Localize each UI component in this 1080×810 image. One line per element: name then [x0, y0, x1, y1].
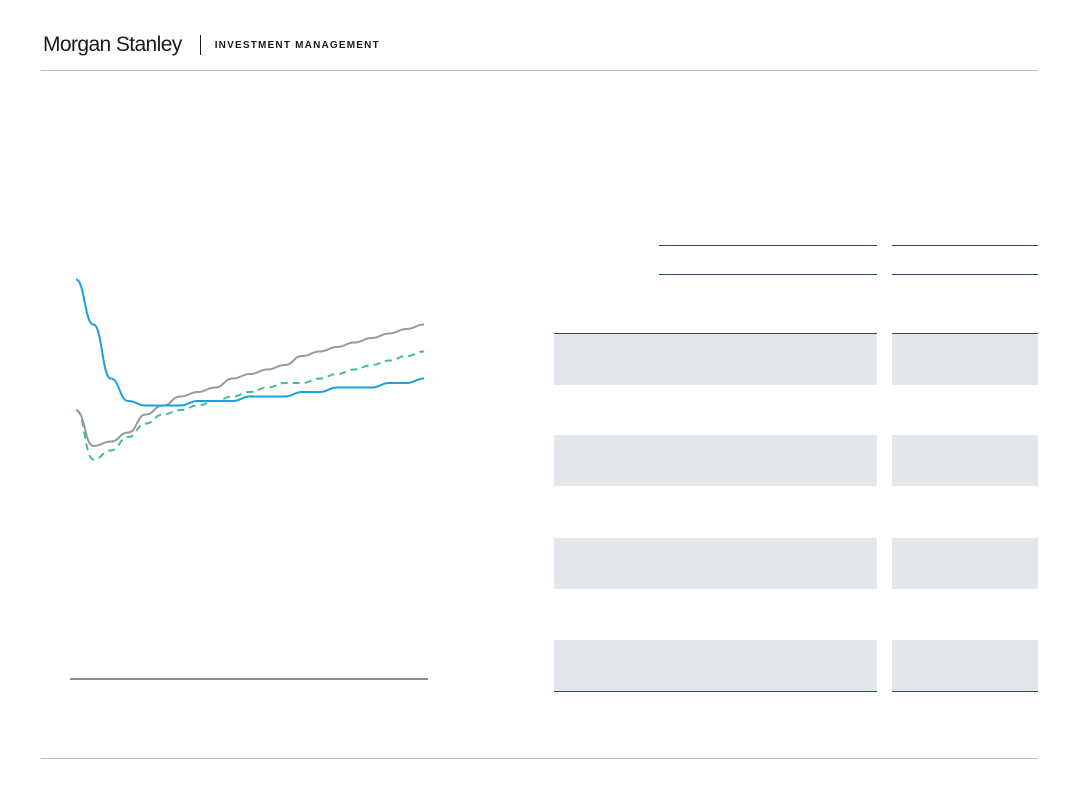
footer-rule: [41, 758, 1038, 759]
series-line-1: [75, 278, 425, 407]
table-row: [892, 334, 1038, 385]
table-header-rule-2: [892, 245, 1038, 246]
table-row: [554, 435, 877, 486]
table-row: [554, 640, 877, 691]
table-row: [892, 435, 1038, 486]
table-bottom-rule-2: [892, 691, 1038, 692]
series-line-3: [75, 350, 425, 461]
brand-divider: [199, 35, 201, 55]
table-row: [554, 538, 877, 589]
table-row: [892, 640, 1038, 691]
table-row: [892, 538, 1038, 589]
table-header-rule-4: [892, 274, 1038, 275]
table-header-rule-3: [659, 274, 877, 275]
brand-subtitle: INVESTMENT MANAGEMENT: [214, 39, 380, 51]
table-header-rule-1: [659, 245, 877, 246]
table-row: [554, 334, 877, 385]
brand-name: Morgan Stanley: [43, 33, 182, 56]
line-chart: [70, 278, 428, 680]
table-top-rule-1: [554, 333, 877, 334]
brand-logo: Morgan Stanley INVESTMENT MANAGEMENT: [43, 30, 380, 60]
table-bottom-rule-1: [554, 691, 877, 692]
header-rule: [41, 70, 1038, 71]
table-top-rule-2: [892, 333, 1038, 334]
series-line-2: [75, 323, 425, 448]
